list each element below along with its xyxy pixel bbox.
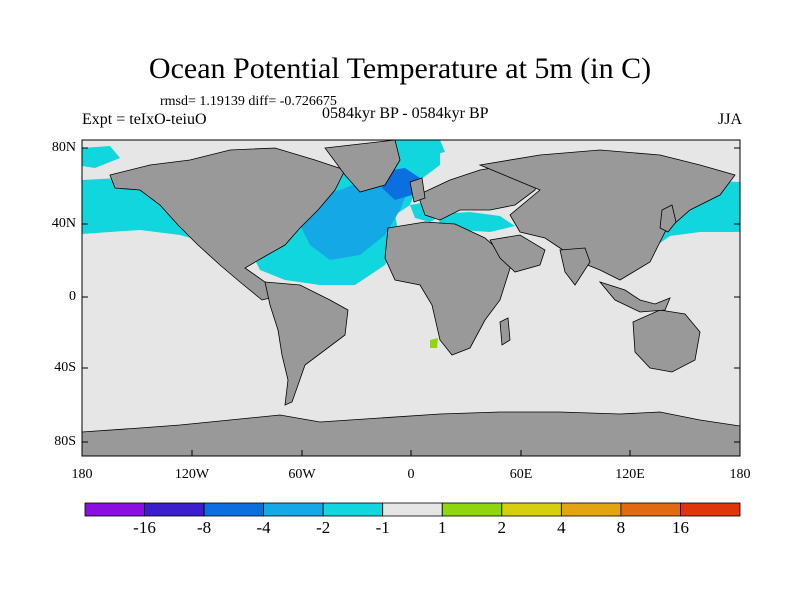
lon-label-120w: 120W <box>174 467 210 482</box>
period-label: 0584kyr BP - 0584kyr BP <box>322 105 489 122</box>
land-madagascar <box>499 317 511 346</box>
lat-label-40n: 40N <box>51 216 76 231</box>
colorbar-box <box>441 502 503 517</box>
colorbar-box <box>561 502 622 517</box>
lon-label-60e: 60E <box>509 467 533 482</box>
land-europe <box>417 164 541 221</box>
colorbar-label: 16 <box>672 518 689 537</box>
lon-label-180e: 180 <box>729 467 751 482</box>
colorbar-box <box>144 502 205 517</box>
colorbar-label: -2 <box>316 518 331 537</box>
land-arabia <box>489 234 546 273</box>
plot-title: Ocean Potential Temperature at 5m (in C) <box>148 52 652 85</box>
land-north-america <box>109 147 346 301</box>
land-antarctica <box>82 411 740 456</box>
land-greenland <box>324 140 401 193</box>
anomaly-south-africa <box>430 338 438 348</box>
colorbar-label: 2 <box>497 518 507 537</box>
land-japan <box>659 204 677 233</box>
season-label: JJA <box>717 111 742 128</box>
experiment-label: Expt = teIxO-teiuO <box>82 111 207 128</box>
anomaly-north-atlantic-core <box>300 170 410 260</box>
land-africa <box>384 221 513 356</box>
map-area <box>82 140 740 456</box>
land-layer <box>82 140 740 456</box>
lat-label-0: 0 <box>69 289 76 304</box>
land-asia <box>478 149 736 281</box>
lat-label-80n: 80N <box>51 140 76 155</box>
colorbar-label: -16 <box>133 518 156 537</box>
colorbar-label: -1 <box>375 518 390 537</box>
colorbar <box>84 502 741 517</box>
axis-ticks <box>81 147 741 456</box>
lon-label-0: 0 <box>407 467 415 482</box>
anomaly-bering <box>82 146 120 168</box>
land-uk <box>409 177 426 203</box>
colorbar-label: 1 <box>438 518 447 537</box>
colorbar-box <box>263 502 324 517</box>
stats-line: rmsd= 1.19139 diff= -0.726675 <box>160 94 337 109</box>
colorbar-box <box>620 502 681 517</box>
land-south-america <box>264 281 349 406</box>
colorbar-box <box>680 502 741 517</box>
lon-label-60w: 60W <box>288 467 316 482</box>
lat-label-80s: 80S <box>54 434 76 449</box>
land-australia <box>632 309 701 373</box>
land-southeast-asia <box>598 281 671 313</box>
colorbar-box <box>203 502 265 517</box>
lon-label-120e: 120E <box>615 467 645 482</box>
colorbar-label: -8 <box>197 518 212 537</box>
colorbar-label: -4 <box>256 518 271 537</box>
lon-label-180w: 180 <box>71 467 93 482</box>
colorbar-label: 4 <box>557 518 566 537</box>
colorbar-box <box>322 502 384 517</box>
anomaly-arctic-atlantic <box>392 140 445 160</box>
land-india <box>559 247 591 286</box>
colorbar-box <box>382 502 443 517</box>
colorbar-box <box>501 502 562 517</box>
lat-label-40s: 40S <box>54 360 76 375</box>
colorbar-label: 8 <box>616 518 626 537</box>
colorbar-box <box>84 502 145 517</box>
